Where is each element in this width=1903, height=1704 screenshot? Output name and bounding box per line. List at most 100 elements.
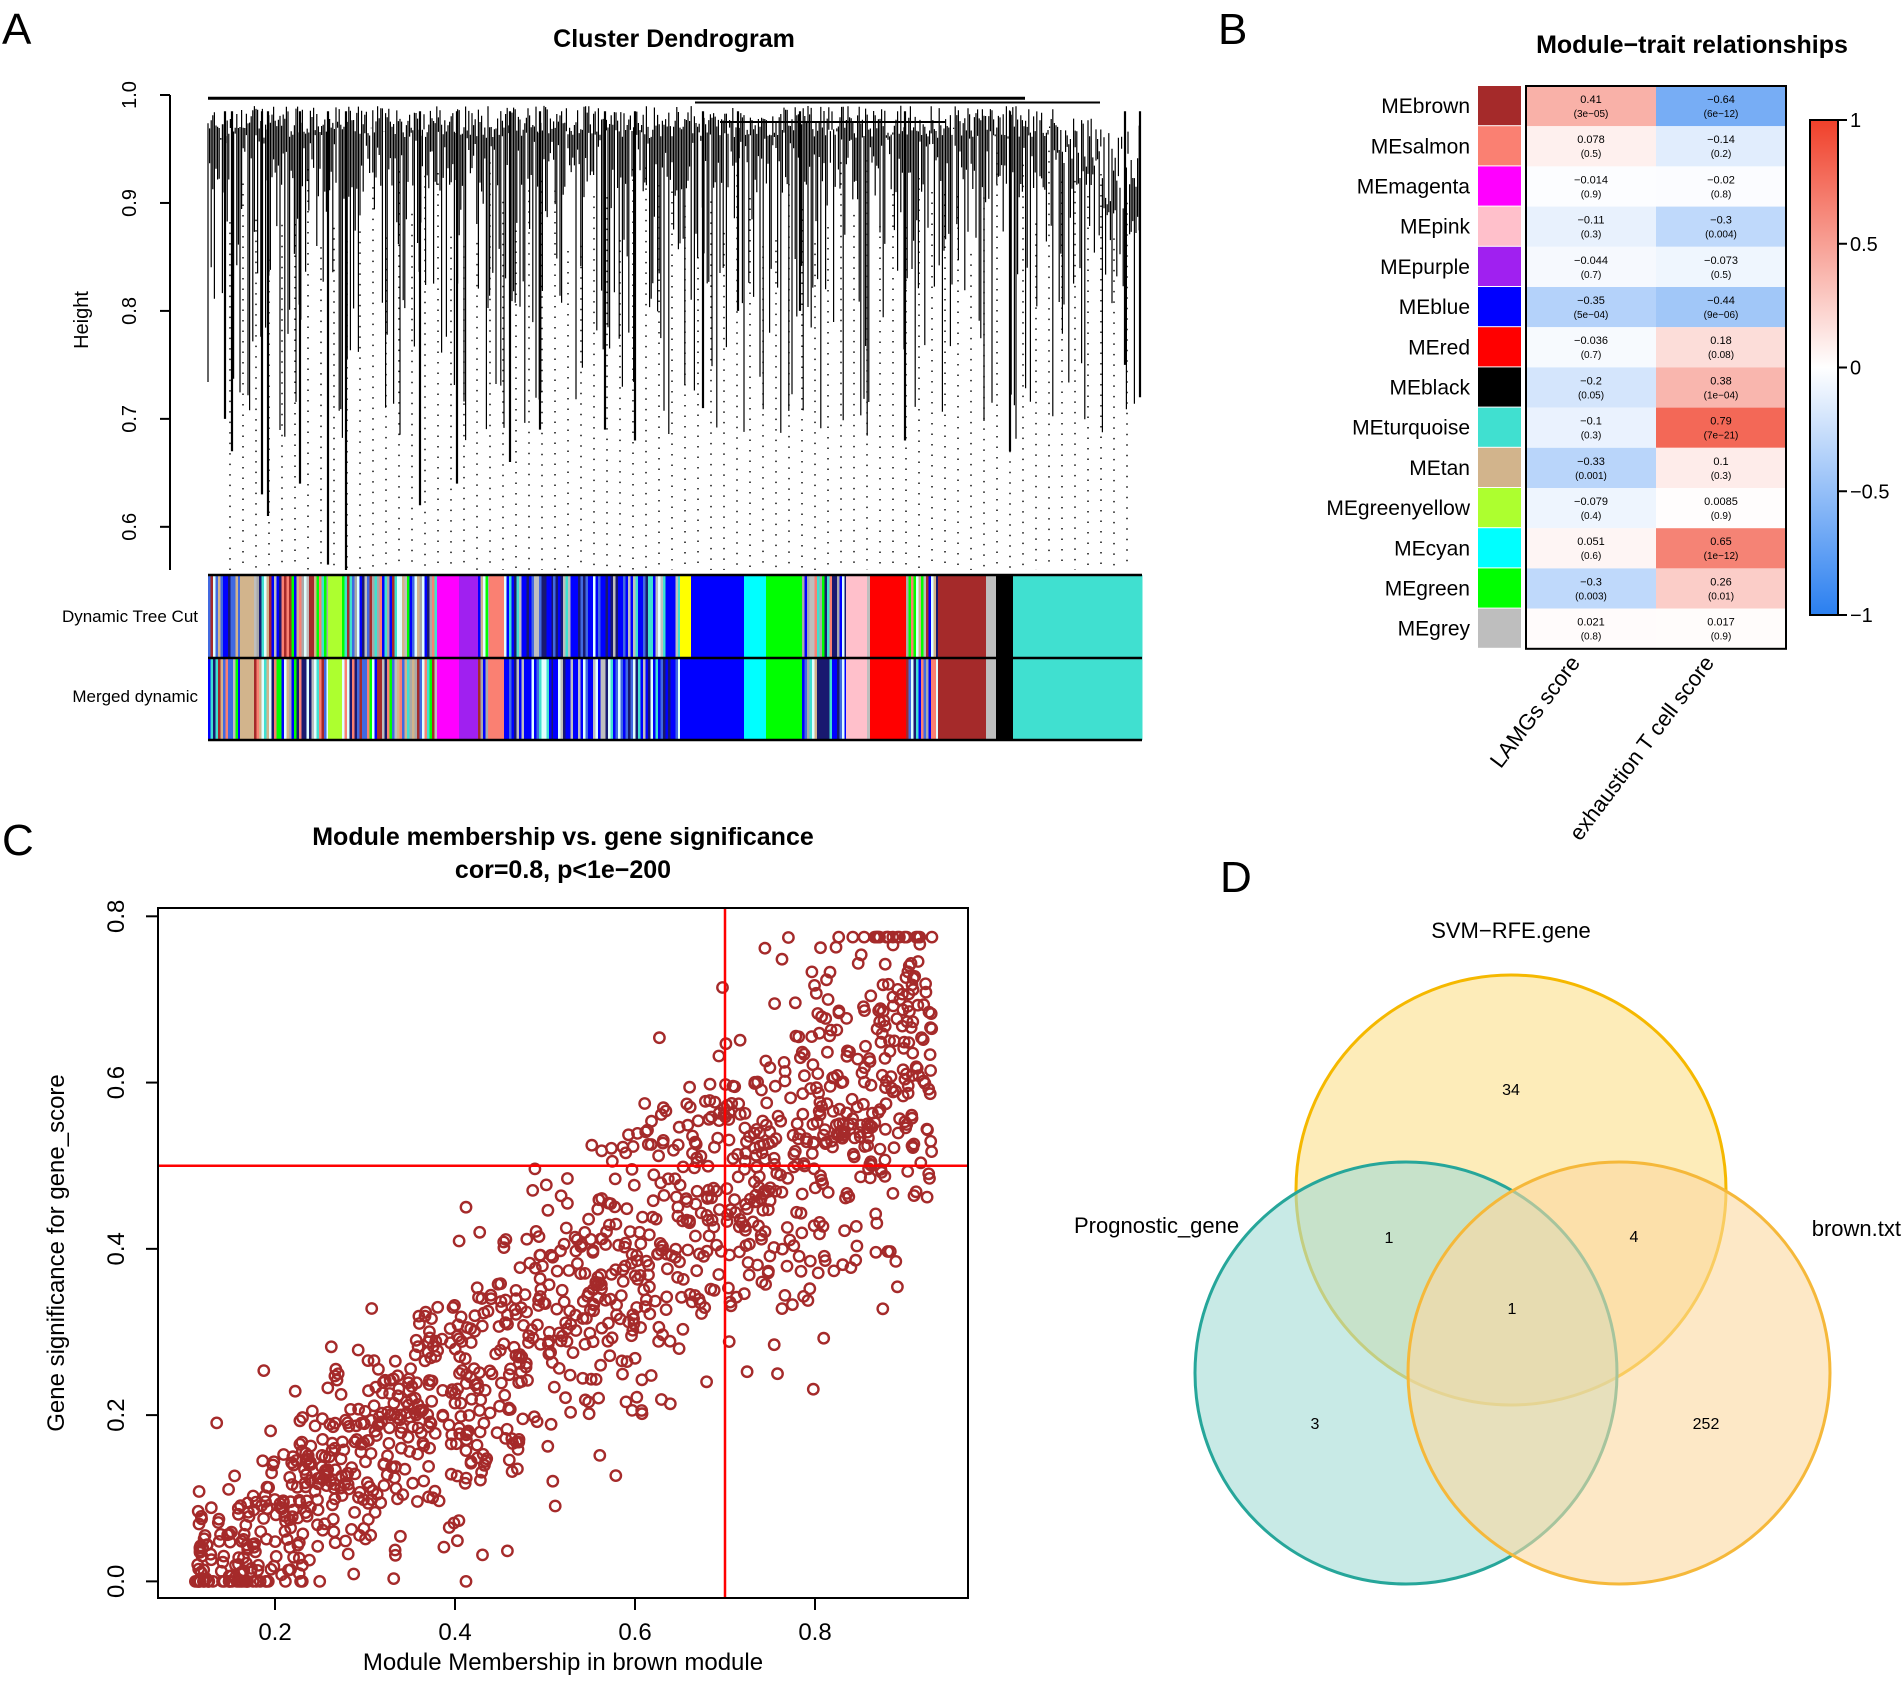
module-color-strip [665,575,669,658]
module-color-strip [377,575,380,658]
module-color-block [938,575,987,658]
scatter-point [287,1458,300,1472]
module-color-strip [286,575,290,658]
scatter-point [755,1083,768,1097]
scatter-point [836,1117,850,1131]
heatmap-cell-p: (0.3) [1581,431,1602,442]
scatter-point [557,1237,571,1251]
module-color-strip [299,575,302,658]
module-color-strip [551,658,555,740]
module-color-strip [485,658,489,740]
heatmap-legend-bar [1809,119,1839,616]
module-color-strip [600,575,604,658]
scatter-point [905,1108,919,1122]
module-color-strip [521,575,525,658]
module-color-strip [208,575,211,658]
module-color-strip [301,658,305,740]
scatter-point [450,1469,464,1483]
module-color-strip [392,575,395,658]
dendrogram-title: Cluster Dendrogram [553,25,795,53]
scatter-point [417,1474,431,1488]
module-color-strip [928,575,932,658]
module-color-strip [568,575,571,658]
panel-b-heatmap: B Module−trait relationships MEbrown 0.41… [1218,5,1889,845]
module-color-strip [256,575,260,658]
venn-label-brown: brown.txt [1812,1216,1901,1241]
scatter-point [902,1036,916,1050]
scatter-point [884,1070,898,1084]
module-color-strip [653,575,656,658]
scatter-point [767,1338,781,1352]
scatter-point [358,1405,372,1418]
scatter-point [803,1254,817,1268]
scatter-point [561,1172,574,1185]
module-color-strip [215,575,219,658]
module-color-strip [374,575,378,658]
module-color-strip [829,658,833,740]
scatter-point [369,1380,383,1394]
scatter-point [576,1371,590,1385]
module-color-strip [645,658,649,740]
scatter-point [599,1293,612,1307]
scatter-point [328,1536,342,1550]
module-color-strip [595,575,599,658]
module-color-strip [352,658,355,740]
module-color-strip [541,575,545,658]
scatter-point [665,1249,678,1263]
panel-a-dendrogram: A Cluster Dendrogram Height 0.6 0.7 0.8 0.9… [2,5,1143,742]
scatter-point [278,1509,292,1523]
module-color-strip [349,658,353,740]
module-color-strip [394,575,398,658]
heatmap-cell-p: (0.4) [1581,511,1602,522]
scatter-point [923,1087,937,1101]
module-color-block [867,575,871,658]
scatter-point [689,1197,703,1211]
scatter-point [909,1185,923,1199]
scatter-point [817,1249,831,1263]
module-color-strip [225,575,229,658]
module-color-strip [605,658,609,740]
scatter-point [758,941,772,955]
module-color-strip [289,575,292,658]
scatter-point [473,1404,486,1417]
scatter-point [464,1322,478,1336]
module-color-strip [585,575,589,658]
scatter-point [858,1004,871,1017]
module-color-strip [319,575,322,658]
scatter-point [225,1525,238,1539]
module-color-strip [357,658,360,740]
scatter-point [619,1395,633,1409]
scatter-point [680,1097,694,1111]
module-color-strip [913,575,917,658]
module-color-strip [299,658,302,740]
module-color-block [867,658,871,740]
heatmap-cell-r: 0.021 [1577,617,1605,629]
heatmap-cell [1656,608,1786,649]
scatter-point [443,1322,457,1336]
venn-count-brown-only: 252 [1693,1416,1720,1433]
scatter-point [483,1364,497,1378]
module-color-strip [578,658,581,740]
scatter-point [780,1259,794,1273]
scatter-x-tick-label: 0.6 [618,1619,651,1646]
module-color-strip [575,658,579,740]
scatter-point [470,1451,484,1465]
module-color-strip [519,658,522,740]
scatter-point [708,1095,722,1109]
scatter-point [217,1549,231,1563]
scatter-point [695,1307,708,1320]
module-color-strip [613,658,616,740]
scatter-point [367,1399,381,1413]
scatter-point [824,1023,838,1037]
module-color-strip [296,658,300,740]
scatter-point [394,1426,408,1440]
scatter-point [797,1047,811,1061]
scatter-point [296,1527,310,1541]
scatter-point [561,1196,574,1210]
module-color-strip [926,658,929,740]
heatmap-legend-label: 1 [1850,110,1861,132]
scatter-point [620,1202,634,1216]
scatter-point [874,1035,888,1049]
scatter-point [544,1417,558,1431]
scatter-point [512,1433,526,1446]
